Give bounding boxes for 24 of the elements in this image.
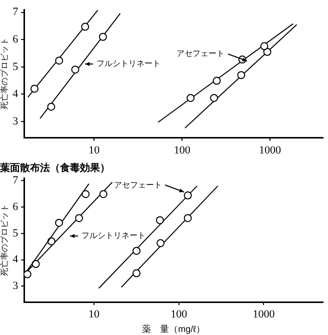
y-tick-label: 6 (12, 200, 19, 213)
chart-title: 葉面散布法（食毒効果） (0, 162, 110, 174)
x-tick-label: 10 (88, 144, 100, 156)
annotation: フルシトリネート (81, 231, 146, 240)
y-axis-title: 死亡率のプロビット (0, 38, 10, 110)
y-tick-label: 5 (12, 227, 19, 240)
y-tick-label: 4 (12, 254, 19, 266)
x-tick-label: 1000 (252, 308, 276, 320)
x-tick-label: 100 (174, 144, 191, 156)
y-tick-label: 3 (12, 115, 19, 128)
x-axis-title: 薬 量（mg/ℓ） (142, 324, 206, 334)
y-tick-label: 5 (12, 60, 19, 73)
x-tick-label: 10 (88, 308, 100, 320)
annotation: アセフェート (176, 49, 225, 58)
annotation: フルシトリネート (96, 59, 160, 68)
x-tick-label: 100 (170, 308, 188, 320)
y-tick-label: 7 (12, 174, 19, 187)
y-tick-label: 6 (12, 33, 19, 46)
y-tick-label: 4 (12, 88, 19, 100)
annotation: アセフェート (114, 180, 162, 190)
x-tick-label: 1000 (259, 144, 282, 156)
y-axis-title: 死亡率のプロビット (0, 204, 10, 276)
y-tick-label: 7 (12, 6, 19, 18)
y-tick-label: 3 (12, 280, 19, 292)
